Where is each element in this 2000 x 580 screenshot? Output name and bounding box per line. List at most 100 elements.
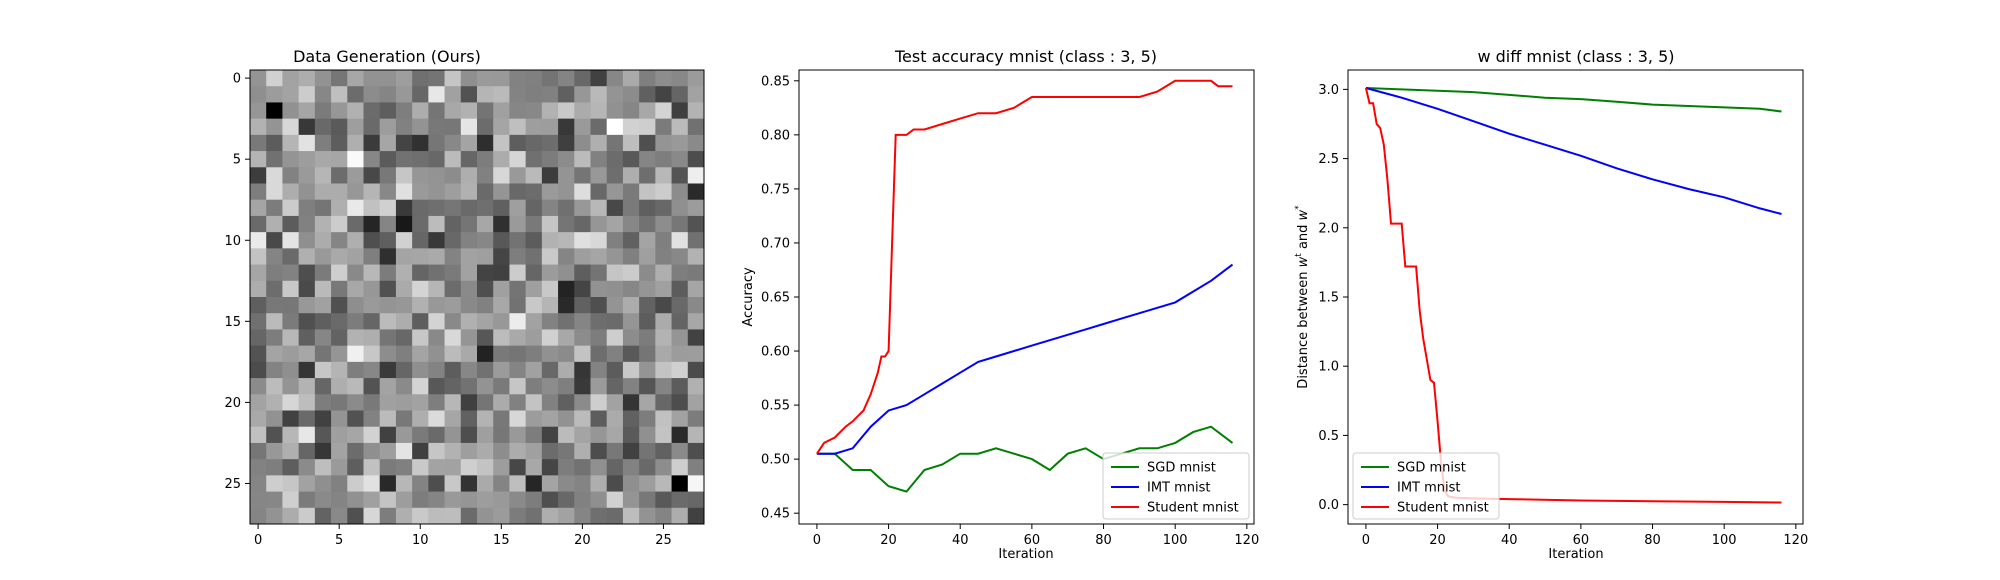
heatmap-cell	[687, 70, 705, 87]
heatmap-cell	[363, 70, 381, 87]
heatmap-cell	[298, 345, 316, 363]
heatmap-cell	[622, 70, 640, 87]
heatmap-cell	[622, 345, 640, 363]
heatmap-cell	[266, 215, 283, 233]
heatmap-cell	[622, 475, 640, 492]
heatmap-cell	[347, 459, 364, 476]
heatmap-cell	[574, 264, 591, 282]
heatmap-cell	[558, 426, 575, 444]
x-tick-label: 20	[1429, 533, 1446, 548]
heatmap-cell	[525, 151, 543, 168]
heatmap-cell	[395, 491, 413, 509]
heatmap-cell	[655, 151, 672, 168]
y-tick-label: 0.75	[761, 182, 790, 197]
heatmap-cell	[282, 215, 300, 233]
heatmap-cell	[347, 329, 364, 347]
heatmap-cell	[509, 394, 527, 411]
heatmap-cell	[331, 232, 348, 249]
heatmap-cell	[493, 232, 510, 249]
heatmap-cell	[622, 248, 640, 265]
heatmap-cell	[444, 215, 462, 233]
heatmap-cell	[298, 329, 316, 347]
heatmap-cell	[412, 167, 429, 184]
heatmap-cell	[493, 118, 510, 136]
heatmap-cell	[655, 134, 672, 152]
heatmap-cell	[687, 248, 705, 265]
heatmap-cell	[671, 361, 689, 379]
heatmap-cell	[266, 183, 283, 201]
heatmap-cell	[266, 167, 283, 184]
series-line-student-mnist	[1364, 87, 1782, 504]
y-tick-label: 3.0	[1318, 83, 1339, 98]
heatmap-cell	[347, 86, 364, 103]
heatmap-cell	[379, 361, 397, 379]
heatmap-cell	[428, 410, 445, 428]
x-tick-label: 10	[412, 533, 429, 548]
heatmap-cell	[590, 313, 608, 330]
heatmap-cell	[622, 232, 640, 249]
heatmap-cell	[282, 280, 300, 298]
heatmap-cell	[622, 215, 640, 233]
heatmap-cell	[558, 475, 575, 492]
heatmap-ticks: 0 5 10 15 20 25 0 5 10 15 20 25	[224, 72, 671, 548]
heatmap-cell	[412, 410, 429, 428]
heatmap-cell	[298, 426, 316, 444]
heatmap-cell	[314, 442, 332, 460]
heatmap-cell	[282, 475, 300, 492]
heatmap-cell	[395, 410, 413, 428]
y-tick-label: 0.85	[761, 74, 790, 89]
heatmap-cell	[558, 102, 575, 120]
heatmap-cell	[412, 215, 429, 233]
heatmap-cell	[395, 86, 413, 103]
heatmap-cell	[331, 70, 348, 87]
heatmap-cell	[282, 134, 300, 152]
heatmap-cell	[622, 280, 640, 298]
heatmap-cell	[250, 134, 267, 152]
heatmap-cell	[347, 361, 364, 379]
heatmap-cell	[282, 410, 300, 428]
heatmap-cell	[622, 361, 640, 379]
heatmap-cell	[379, 86, 397, 103]
heatmap-cell	[574, 394, 591, 411]
heatmap-cell	[590, 264, 608, 282]
heatmap-cell	[622, 297, 640, 314]
heatmap-cell	[363, 183, 381, 201]
heatmap-cell	[444, 361, 462, 379]
heatmap-cell	[395, 297, 413, 314]
heatmap-cell	[639, 442, 656, 460]
heatmap-cell	[509, 507, 527, 525]
heatmap-cell	[525, 70, 543, 87]
heatmap-cell	[541, 215, 559, 233]
x-tick-label: 0	[813, 533, 821, 548]
heatmap-cell	[477, 345, 494, 363]
heatmap-cell	[444, 507, 462, 525]
heatmap-cell	[379, 297, 397, 314]
heatmap-cell	[314, 361, 332, 379]
heatmap-cell	[574, 345, 591, 363]
heatmap-cell	[622, 167, 640, 184]
heatmap-cell	[331, 475, 348, 492]
x-tick-label: 60	[1573, 533, 1590, 548]
heatmap-cell	[298, 442, 316, 460]
heatmap-cell	[509, 264, 527, 282]
heatmap-cell	[379, 151, 397, 168]
heatmap-cell	[574, 183, 591, 201]
heatmap-cell	[509, 378, 527, 395]
heatmap-cell	[347, 280, 364, 298]
heatmap-cell	[493, 426, 510, 444]
heatmap-cell	[541, 86, 559, 103]
heatmap-cell	[298, 70, 316, 87]
heatmap-cell	[331, 134, 348, 152]
heatmap-cell	[282, 248, 300, 265]
heatmap-cell	[590, 102, 608, 120]
heatmap-cell	[525, 426, 543, 444]
heatmap-cell	[314, 167, 332, 184]
heatmap-cell	[574, 410, 591, 428]
heatmap-cell	[477, 70, 494, 87]
heatmap-cell	[606, 102, 624, 120]
heatmap-cell	[590, 378, 608, 395]
heatmap-cell	[655, 394, 672, 411]
heatmap-cell	[509, 248, 527, 265]
heatmap-cell	[298, 102, 316, 120]
heatmap-cell	[655, 199, 672, 217]
